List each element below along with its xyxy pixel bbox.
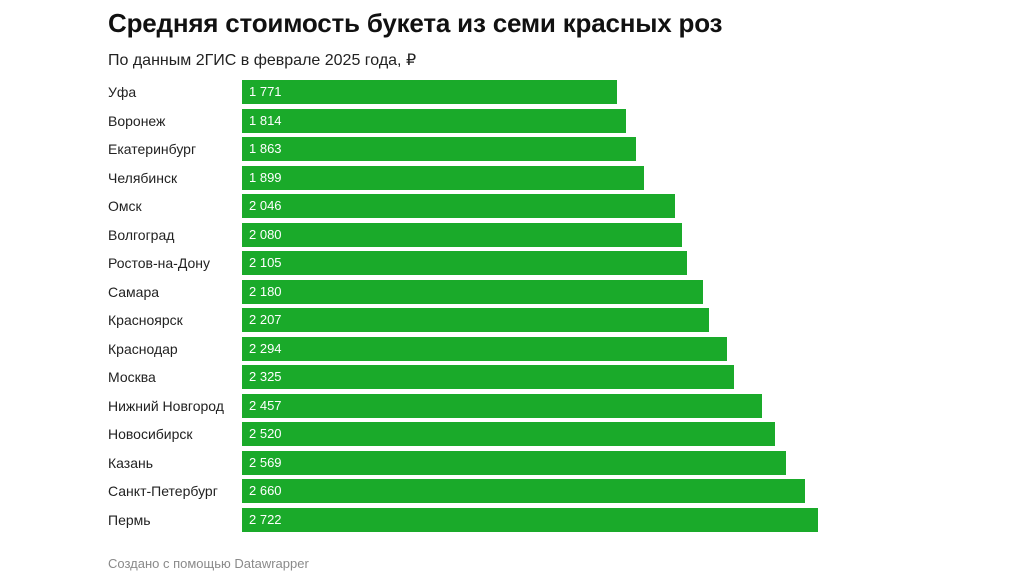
bar: 2 046	[242, 194, 675, 218]
bar: 2 457	[242, 394, 762, 418]
bar-value-label: 1 814	[249, 113, 282, 128]
bar-row: Пермь 2 722	[108, 508, 988, 532]
bar: 2 520	[242, 422, 775, 446]
chart-title: Средняя стоимость букета из семи красных…	[108, 8, 723, 38]
category-label: Самара	[108, 284, 160, 300]
category-label: Новосибирск	[108, 426, 193, 442]
chart-page: Средняя стоимость букета из семи красных…	[108, 0, 988, 578]
bar-row: Екатеринбург 1 863	[108, 137, 988, 161]
bar-row: Москва 2 325	[108, 365, 988, 389]
category-label: Краснодар	[108, 341, 178, 357]
bar-row: Красноярск 2 207	[108, 308, 988, 332]
bar: 1 814	[242, 109, 626, 133]
bar-value-label: 2 080	[249, 227, 282, 242]
bar: 1 863	[242, 137, 636, 161]
bar-value-label: 2 207	[249, 312, 282, 327]
bar: 2 180	[242, 280, 703, 304]
bar-value-label: 1 771	[249, 84, 282, 99]
bar: 2 207	[242, 308, 709, 332]
bar-value-label: 2 660	[249, 483, 282, 498]
bar-chart: Уфа 1 771 Воронеж 1 814 Екатеринбург 1 863 Чел…	[108, 80, 988, 538]
credit-footer: Создано с помощью Datawrapper	[108, 556, 309, 571]
bar-row: Самара 2 180	[108, 280, 988, 304]
category-label: Воронеж	[108, 113, 166, 129]
bar: 1 899	[242, 166, 644, 190]
bar-value-label: 2 325	[249, 369, 282, 384]
bar-row: Омск 2 046	[108, 194, 988, 218]
bar-value-label: 2 457	[249, 398, 282, 413]
bar: 2 105	[242, 251, 687, 275]
bar-value-label: 1 899	[249, 170, 282, 185]
bar-row: Новосибирск 2 520	[108, 422, 988, 446]
bar-row: Санкт-Петербург 2 660	[108, 479, 988, 503]
bar-row: Казань 2 569	[108, 451, 988, 475]
category-label: Волгоград	[108, 227, 175, 243]
bar-row: Ростов-на-Дону 2 105	[108, 251, 988, 275]
bar: 2 722	[242, 508, 818, 532]
bar-row: Краснодар 2 294	[108, 337, 988, 361]
category-label: Казань	[108, 455, 154, 471]
bar-row: Уфа 1 771	[108, 80, 988, 104]
category-label: Москва	[108, 369, 156, 385]
bar-row: Нижний Новгород 2 457	[108, 394, 988, 418]
category-label: Пермь	[108, 512, 151, 528]
category-label: Омск	[108, 198, 142, 214]
bar: 2 325	[242, 365, 734, 389]
bar-value-label: 2 180	[249, 284, 282, 299]
bar-row: Воронеж 1 814	[108, 109, 988, 133]
bar-row: Челябинск 1 899	[108, 166, 988, 190]
bar: 2 080	[242, 223, 682, 247]
bar-value-label: 2 569	[249, 455, 282, 470]
bar: 2 294	[242, 337, 727, 361]
category-label: Екатеринбург	[108, 141, 197, 157]
bar-value-label: 2 046	[249, 198, 282, 213]
chart-subtitle: По данным 2ГИС в феврале 2025 года, ₽	[108, 52, 417, 69]
category-label: Нижний Новгород	[108, 398, 224, 414]
bar: 2 660	[242, 479, 805, 503]
bar-value-label: 2 520	[249, 426, 282, 441]
bar: 2 569	[242, 451, 786, 475]
category-label: Уфа	[108, 84, 137, 100]
category-label: Санкт-Петербург	[108, 483, 218, 499]
bar-value-label: 2 294	[249, 341, 282, 356]
category-label: Красноярск	[108, 312, 183, 328]
category-label: Челябинск	[108, 170, 178, 186]
bar-row: Волгоград 2 080	[108, 223, 988, 247]
bar-value-label: 2 722	[249, 512, 282, 527]
bar-value-label: 1 863	[249, 141, 282, 156]
bar-value-label: 2 105	[249, 255, 282, 270]
category-label: Ростов-на-Дону	[108, 255, 210, 271]
bar: 1 771	[242, 80, 617, 104]
